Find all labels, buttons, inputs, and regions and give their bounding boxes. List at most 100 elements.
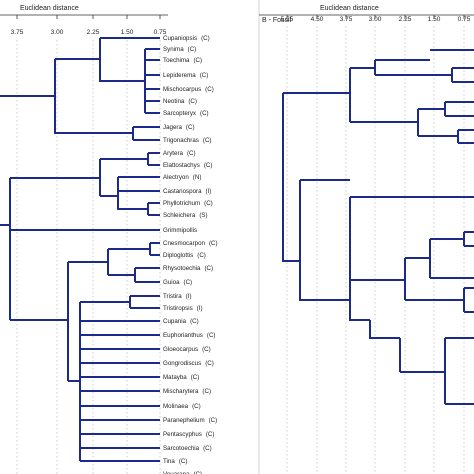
leaf-region-tag: (C) (197, 252, 206, 259)
tree-branch (299, 179, 350, 301)
leaf-label: Pentascyphus (C) (163, 431, 214, 438)
leaf-genus-name: Euphorianthus (163, 332, 203, 339)
tree-branch (54, 59, 133, 134)
tree-branch (417, 108, 458, 137)
leaf-label: Elattostachys (C) (163, 162, 212, 169)
leaf-region-tag: (N) (193, 174, 202, 181)
leaf-region-tag: (C) (202, 388, 211, 395)
panel-b-ticks: 5.25 4.50 3.75 3.00 2.25 1.50 0.75 (281, 15, 471, 23)
leaf-genus-name: Sarcopteryx (163, 110, 197, 117)
leaf-label: Mischarytera (C) (163, 388, 211, 395)
leaf-genus-name: Mischocarpus (163, 86, 201, 93)
leaf-genus-name: Jagera (163, 124, 182, 131)
leaf-region-tag: (C) (188, 46, 197, 53)
leaf-region-tag: (I) (186, 293, 192, 300)
leaf-genus-name: Phyllotrichum (163, 200, 200, 207)
leaf-region-tag: (C) (207, 332, 216, 339)
tree-branch (149, 242, 160, 256)
leaf-genus-name: Toechima (163, 57, 190, 64)
tree-branch (349, 197, 405, 281)
leaf-label: Alectryon (N) (163, 174, 201, 181)
tree-branch (457, 129, 474, 144)
leaf-genus-name: Schleichera (163, 212, 196, 219)
tree-branch (463, 231, 474, 247)
panel-b-tick-label: 0.75 (458, 16, 471, 23)
leaf-label: Matayba (C) (163, 374, 199, 381)
panel-a-leaf-labels: Cupaniopsis (C)Synima (C)Toechima (C)Lepide… (163, 35, 218, 474)
leaf-genus-name: Tina (163, 458, 175, 465)
panel-a-tick-label: 3.00 (51, 29, 64, 36)
leaf-label: Cupaniopsis (C) (163, 35, 210, 42)
leaf-region-tag: (C) (202, 346, 211, 353)
tree-branch (399, 338, 445, 373)
leaf-label: Diploglottis (C) (163, 252, 206, 259)
panel-a-tick-label: 3.75 (11, 29, 24, 36)
leaf-genus-name: Neotina (163, 98, 185, 105)
tree-branch (134, 267, 160, 283)
leaf-label: Castanospora (I) (163, 188, 211, 195)
leaf-genus-name: Tristira (163, 293, 182, 300)
leaf-label: Cupania (C) (163, 318, 199, 325)
leaf-region-tag: (S) (199, 212, 207, 219)
leaf-genus-name: Sarcotoechia (163, 445, 200, 452)
tree-branch (374, 59, 452, 76)
leaf-genus-name: Paranephelium (163, 417, 205, 424)
tree-branch (144, 48, 160, 114)
leaf-genus-name: Cupania (163, 318, 187, 325)
leaf-genus-name: Molinaea (163, 403, 189, 410)
leaf-region-tag: (C) (204, 162, 213, 169)
leaf-genus-name: Gongrodiscus (163, 360, 201, 367)
leaf-label: Grimmipollis (163, 227, 197, 234)
leaf-label: Tina (C) (163, 458, 187, 465)
leaf-region-tag: (C) (204, 200, 213, 207)
panel-a-ticks: 3.75 3.00 2.25 1.50 0.75 (11, 15, 167, 36)
leaf-region-tag: (I) (197, 305, 203, 312)
leaf-genus-name: Trigonachras (163, 137, 199, 144)
leaf-genus-name: Elattostachys (163, 162, 200, 169)
leaf-label: Vouarana (C) (163, 471, 202, 474)
panel-a-tick-label: 2.25 (87, 29, 100, 36)
leaf-region-tag: (C) (194, 471, 203, 474)
leaf-genus-name: Lepiderema (163, 72, 196, 79)
leaf-label: Jagera (C) (163, 124, 195, 131)
leaf-genus-name: Gloeocarpus (163, 346, 198, 353)
leaf-label: Euphorianthus (C) (163, 332, 216, 339)
leaf-label: Gloeocarpus (C) (163, 346, 211, 353)
tree-branch (79, 302, 160, 462)
leaf-region-tag: (C) (188, 98, 197, 105)
leaf-region-tag: (C) (190, 318, 199, 325)
tree-branch (67, 261, 108, 382)
leaf-label: Schleichera (S) (163, 212, 208, 219)
tree-branch (99, 38, 145, 82)
tree-branch (147, 202, 160, 216)
panel-b-tick-label: 2.25 (399, 16, 412, 23)
leaf-label: Synima (C) (163, 46, 196, 53)
tree-branch (429, 238, 474, 279)
leaf-genus-name: Pentascyphus (163, 431, 202, 438)
leaf-genus-name: Guioa (163, 279, 180, 286)
panel-a-gridlines (16, 40, 161, 474)
leaf-region-tag: (C) (205, 86, 214, 93)
leaf-label: Paranephelium (C) (163, 417, 217, 424)
panel-b-tick-label: 5.25 (281, 16, 294, 23)
tree-branch (369, 320, 400, 339)
leaf-region-tag: (C) (184, 279, 193, 286)
leaf-region-tag: (C) (209, 417, 218, 424)
panel-a-tick-label: 0.75 (154, 29, 167, 36)
leaf-region-tag: (C) (186, 124, 195, 131)
leaf-label: Trigonachras (C) (163, 137, 211, 144)
panel-b-axis-title: Euclidean distance (320, 5, 379, 12)
tree-branch (129, 295, 160, 309)
leaf-region-tag: (C) (206, 431, 215, 438)
leaf-genus-name: Arytera (163, 150, 184, 157)
leaf-genus-name: Castanospora (163, 188, 202, 195)
leaf-region-tag: (C) (201, 35, 210, 42)
leaf-label: Gongrodiscus (C) (163, 360, 214, 367)
leaf-label: Sarcopteryx (C) (163, 110, 209, 117)
leaf-region-tag: (C) (179, 458, 188, 465)
panel-b-tick-label: 3.75 (340, 16, 353, 23)
leaf-label: Arytera (C) (163, 150, 196, 157)
leaf-label: Tristira (I) (163, 293, 192, 300)
leaf-region-tag: (C) (193, 57, 202, 64)
